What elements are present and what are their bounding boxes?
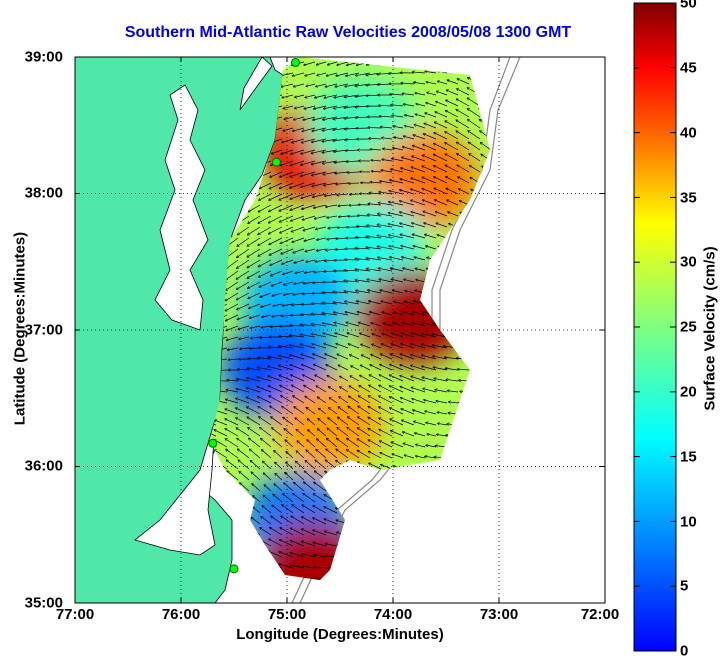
colorbar-tick-label: 45	[680, 60, 697, 77]
radar-station-marker	[291, 58, 299, 66]
colorbar-tick-label: 35	[680, 190, 697, 207]
colorbar-label: Surface Velocity (cm/s)	[702, 179, 719, 479]
colorbar-tick-label: 40	[680, 125, 697, 142]
x-axis-label: Longitude (Degrees:Minutes)	[75, 626, 605, 643]
y-tick-label: 39:00	[25, 49, 63, 66]
colorbar-tick-label: 15	[680, 449, 697, 466]
x-tick-label: 75:00	[268, 606, 306, 623]
x-tick-label: 72:00	[581, 606, 619, 623]
colorbar-tick-label: 5	[680, 578, 688, 595]
velocity-region	[274, 378, 384, 474]
colorbar	[634, 3, 676, 651]
radar-station-marker	[272, 158, 280, 166]
colorbar-tick-label: 50	[680, 0, 697, 12]
radar-station-marker	[230, 565, 238, 573]
y-tick-label: 38:00	[25, 185, 63, 202]
y-tick-label: 36:00	[25, 458, 63, 475]
colorbar-tick-label: 25	[680, 319, 697, 336]
x-tick-label: 74:00	[374, 606, 412, 623]
y-axis-label: Latitude (Degrees:Minutes)	[12, 169, 29, 489]
radar-station-marker	[209, 439, 217, 447]
colorbar-tick-label: 20	[680, 384, 697, 401]
colorbar-tick-label: 10	[680, 514, 697, 531]
x-tick-label: 73:00	[480, 606, 518, 623]
colorbar-tick-label: 0	[680, 643, 688, 660]
y-tick-label: 37:00	[25, 322, 63, 339]
colorbar-tick-label: 30	[680, 254, 697, 271]
y-tick-label: 35:00	[25, 595, 63, 612]
x-tick-label: 76:00	[162, 606, 200, 623]
